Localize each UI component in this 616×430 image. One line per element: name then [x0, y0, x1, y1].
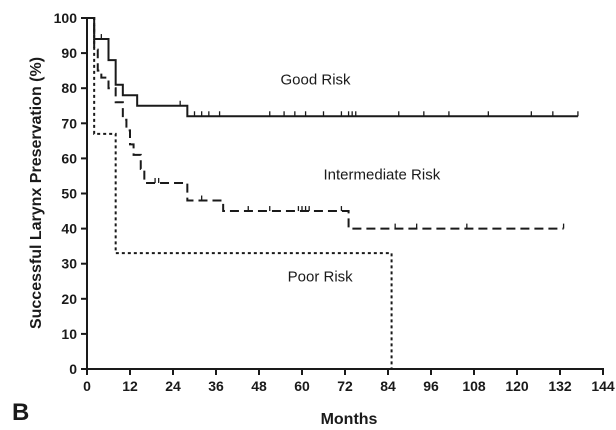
good-risk-curve: [87, 17, 578, 118]
y-tick-label-0: 0: [69, 361, 77, 377]
x-axis-title: Months: [321, 411, 378, 428]
y-tick-label-100: 100: [54, 10, 78, 26]
x-tick-label-24: 24: [165, 378, 181, 394]
y-tick-label-90: 90: [61, 45, 77, 61]
x-tick-label-36: 36: [208, 378, 224, 394]
x-tick-label-108: 108: [462, 378, 486, 394]
y-tick-label-20: 20: [61, 291, 77, 307]
x-tick-label-60: 60: [294, 378, 310, 394]
x-tick-label-72: 72: [337, 378, 353, 394]
good-risk-series: [87, 17, 579, 118]
y-tick-label-50: 50: [61, 186, 77, 202]
x-tick-label-96: 96: [423, 378, 439, 394]
y-tick-label-70: 70: [61, 115, 77, 131]
y-tick-label-60: 60: [61, 150, 77, 166]
axes: [86, 17, 604, 370]
intermediate-risk-series: [87, 17, 565, 230]
x-axis-ticks: 0 12 24 36 48 60 72 84 96 108 120 132 144: [83, 369, 615, 394]
x-tick-label-144: 144: [591, 378, 615, 394]
y-tick-label-30: 30: [61, 256, 77, 272]
curve-labels: Good Risk Intermediate Risk Poor Risk: [281, 72, 441, 286]
poor-risk-curve: [87, 17, 393, 369]
poor-risk-label: Poor Risk: [288, 268, 354, 285]
x-tick-label-48: 48: [251, 378, 267, 394]
y-tick-label-10: 10: [61, 326, 77, 342]
y-tick-label-80: 80: [61, 80, 77, 96]
survival-curves: [87, 17, 579, 369]
intermediate-risk-curve: [87, 17, 564, 230]
good-risk-label: Good Risk: [281, 72, 352, 89]
y-axis-ticks: 0 10 20 30 40 50 60 70 80 90 100: [54, 10, 87, 377]
poor-risk-series: [87, 17, 393, 369]
x-tick-label-120: 120: [505, 378, 529, 394]
y-axis-title: Successful Larynx Preservation (%): [28, 57, 45, 329]
x-tick-label-0: 0: [83, 378, 91, 394]
x-tick-label-84: 84: [380, 378, 396, 394]
y-tick-label-40: 40: [61, 221, 77, 237]
x-tick-label-12: 12: [122, 378, 138, 394]
panel-letter: B: [12, 399, 29, 426]
intermediate-risk-label: Intermediate Risk: [324, 166, 441, 183]
x-tick-label-132: 132: [548, 378, 572, 394]
